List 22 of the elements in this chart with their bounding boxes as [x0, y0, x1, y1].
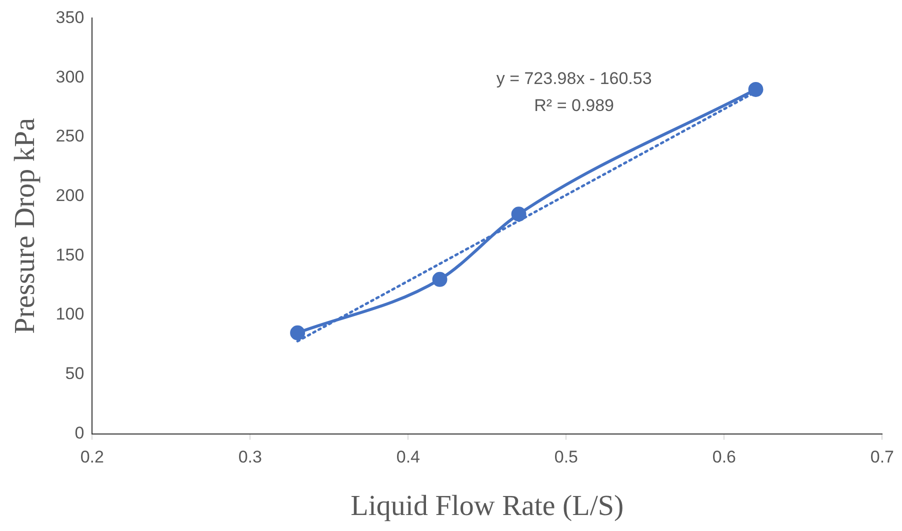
x-tick-label: 0.7 [870, 448, 894, 467]
point [511, 206, 526, 222]
x-tick-label: 0.2 [80, 448, 104, 467]
y-axis-title: Pressure Drop kPa [9, 118, 42, 334]
annotation: y = 723.98x - 160.53 [496, 68, 652, 88]
point [432, 272, 448, 287]
point [290, 325, 306, 340]
y-tick-label: 350 [56, 8, 84, 27]
x-tick-label: 0.6 [712, 448, 736, 467]
annotation: R² = 0.989 [534, 96, 614, 115]
x-tick-label: 0.5 [554, 448, 578, 467]
x-tick-label: 0.3 [238, 448, 262, 467]
point [748, 82, 764, 97]
y-tick-label: 50 [65, 364, 84, 384]
y-tick-label: 300 [56, 67, 84, 86]
y-tick-label: 150 [56, 245, 84, 264]
x-tick-label: 0.4 [396, 448, 420, 467]
y-tick-label: 100 [56, 304, 84, 324]
x-axis-title: Liquid Flow Rate (L/S) [350, 490, 624, 522]
y-tick-label: 200 [56, 186, 84, 205]
y-tick-label: 0 [74, 423, 84, 442]
y-tick-label: 250 [56, 126, 84, 146]
